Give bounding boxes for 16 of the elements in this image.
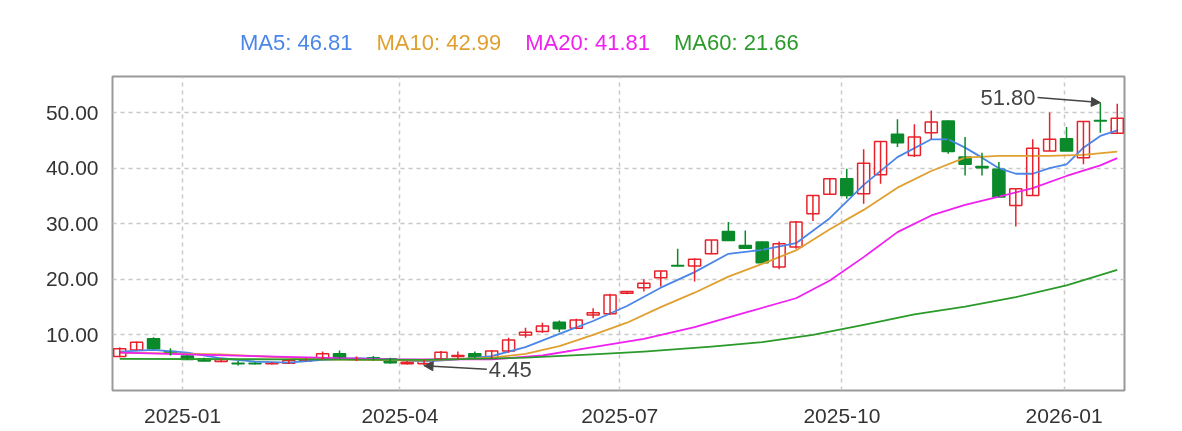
text: MA60: 21.66 xyxy=(674,30,799,55)
y-tick-label: 30.00 xyxy=(45,211,99,235)
y-tick-label: 40.00 xyxy=(45,156,99,180)
x-tick-label: 2025-07 xyxy=(581,403,659,427)
x-tick-label: 2026-01 xyxy=(1025,403,1103,427)
x-tick-label: 2025-10 xyxy=(803,403,881,427)
text: MA10: 42.99 xyxy=(376,30,502,55)
y-tick-label: 20.00 xyxy=(45,267,99,291)
x-tick-label: 2025-04 xyxy=(361,403,439,427)
text: MA20: 41.81 xyxy=(525,30,651,55)
y-tick-label: 10.00 xyxy=(45,322,99,346)
annotation: 4.45 xyxy=(488,356,532,382)
x-tick-label: 2025-01 xyxy=(144,403,222,427)
y-tick-label: 50.00 xyxy=(45,100,99,124)
text: MA5: 46.81 xyxy=(240,30,353,55)
annotation: 51.80 xyxy=(980,85,1036,111)
